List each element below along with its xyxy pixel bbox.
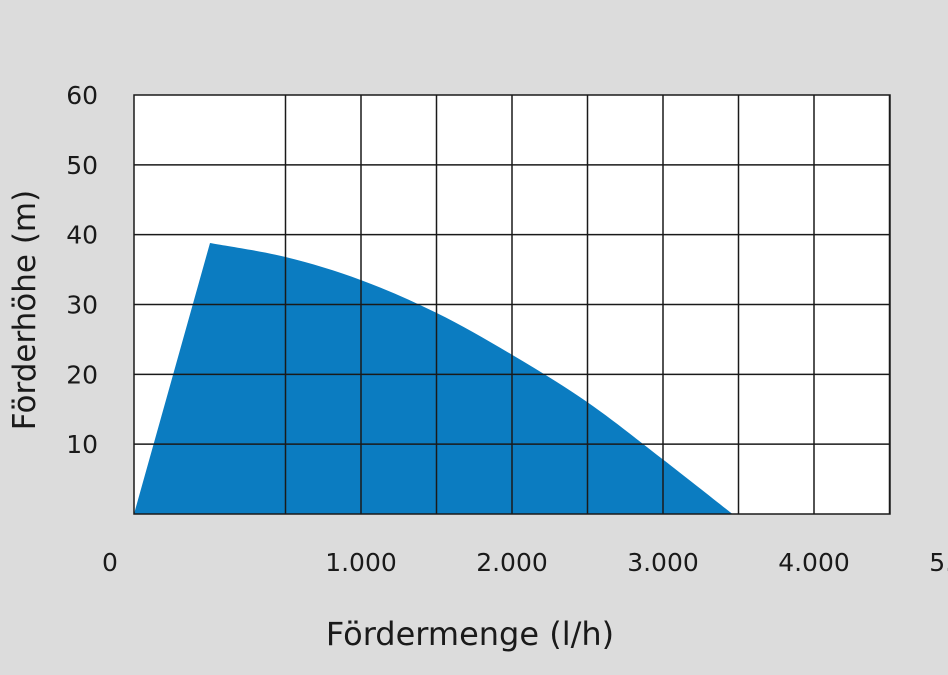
y-tick-label: 10 (66, 430, 98, 459)
x-axis-ticks: 0 1.000 2.000 3.000 4.000 5.000 (102, 548, 948, 577)
y-tick-label: 40 (66, 221, 98, 250)
y-tick-label: 60 (66, 81, 98, 110)
y-tick-label: 30 (66, 291, 98, 320)
x-tick-label: 1.000 (325, 548, 397, 577)
x-tick-label: 5.000 (929, 548, 948, 577)
x-tick-label: 4.000 (778, 548, 850, 577)
delivery-head-area (134, 243, 733, 514)
y-axis-ticks: 10 20 30 40 50 60 (66, 81, 98, 459)
x-axis-label: Fördermenge (l/h) (326, 615, 614, 653)
x-tick-label: 2.000 (476, 548, 548, 577)
y-tick-label: 50 (66, 151, 98, 180)
grid-lines (133, 94, 891, 515)
y-tick-label: 20 (66, 360, 98, 389)
x-tick-label: 3.000 (627, 548, 699, 577)
y-axis-label: Förderhöhe (m) (7, 190, 43, 430)
plot-frame (133, 94, 891, 515)
x-tick-label: 0 (102, 548, 118, 577)
